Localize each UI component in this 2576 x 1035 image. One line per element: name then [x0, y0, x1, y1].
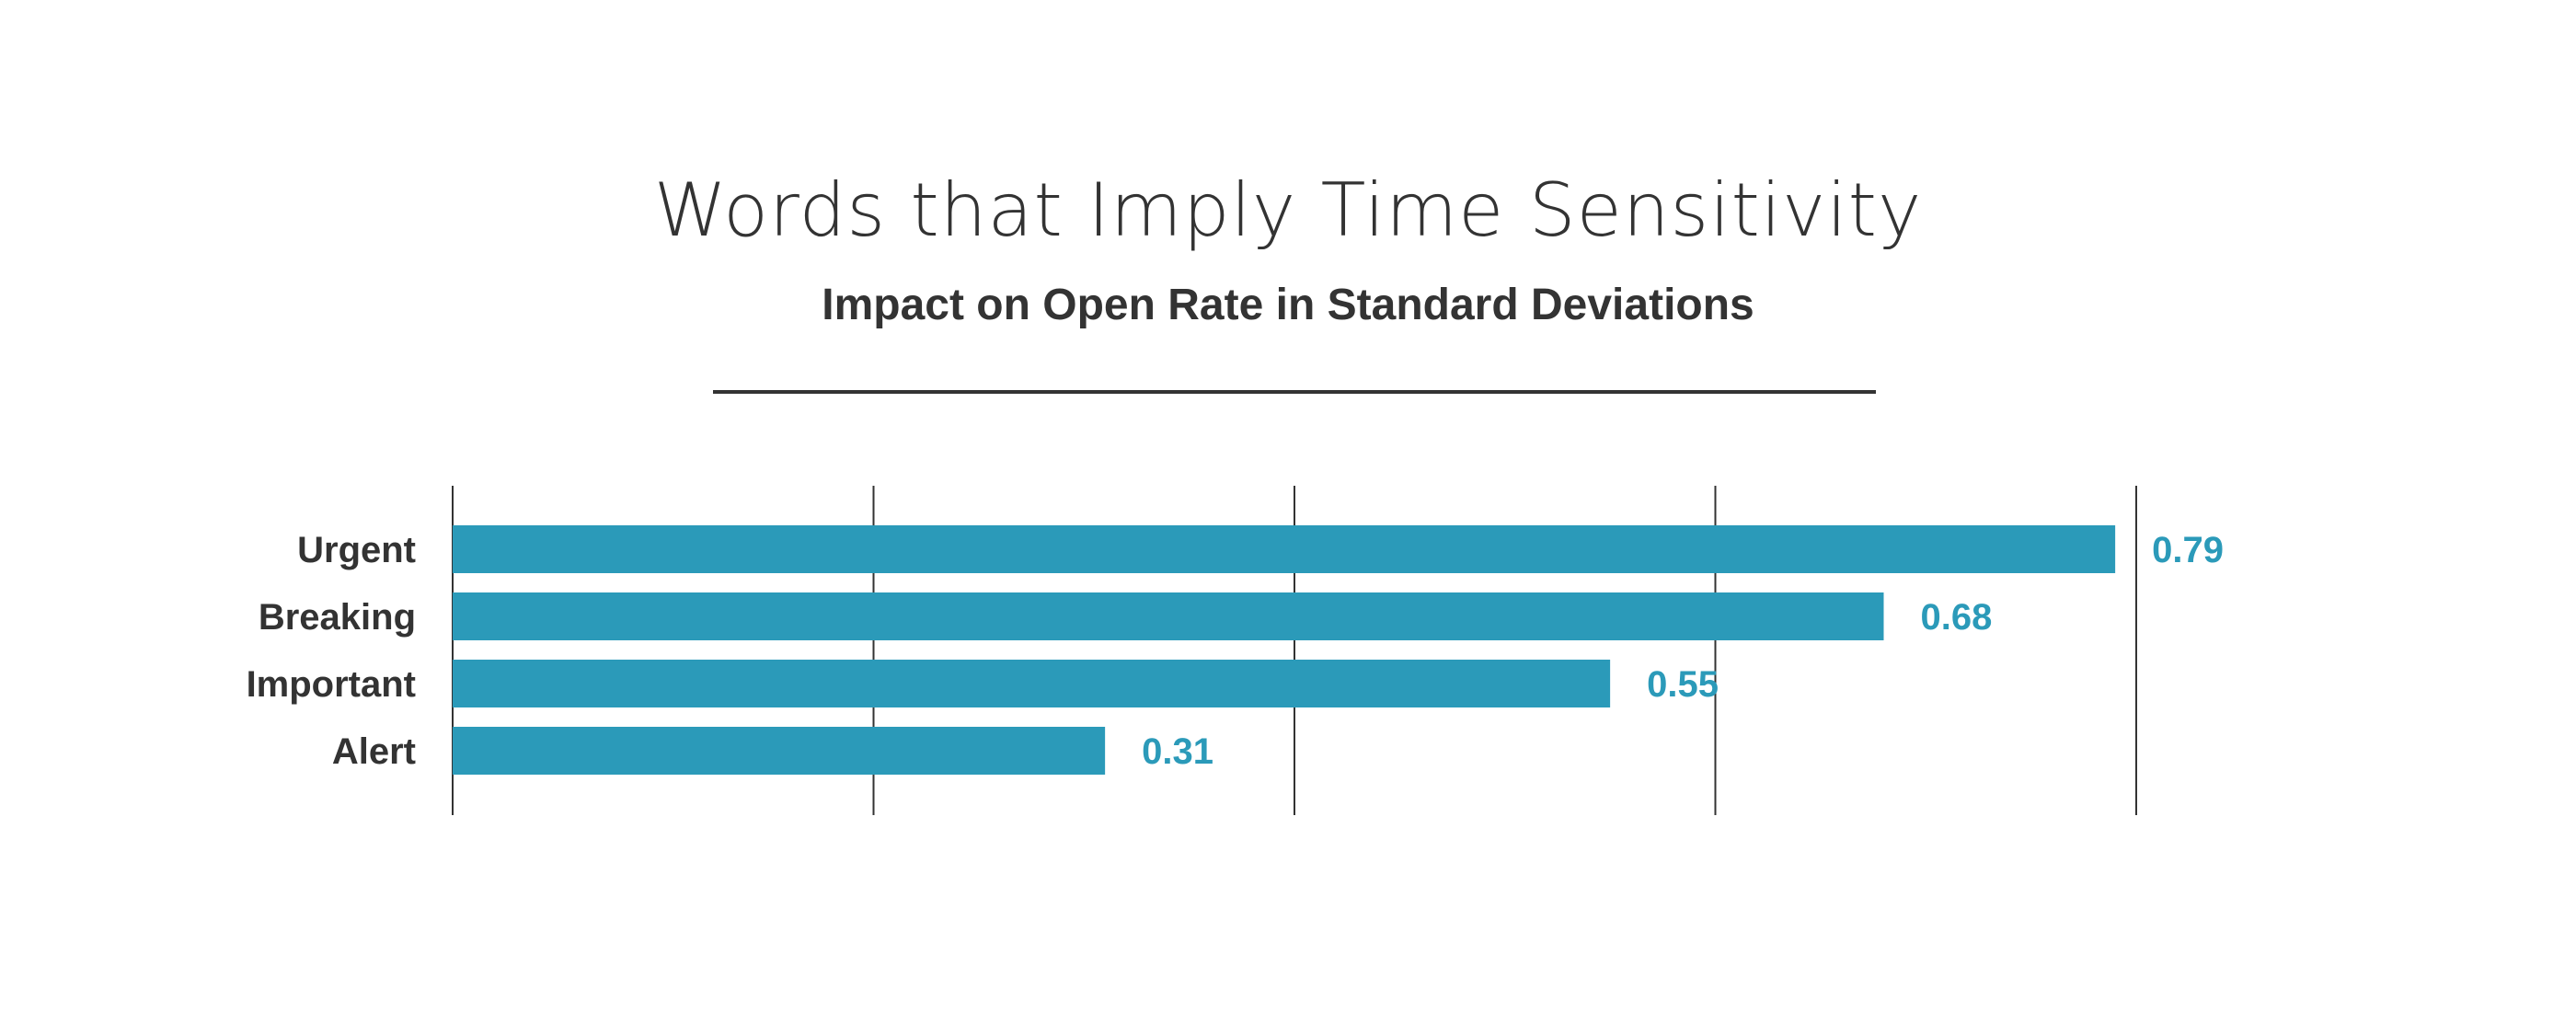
chart-title: Words that Imply Time Sensitivity — [653, 167, 1923, 253]
bar-alert — [453, 727, 1106, 775]
labels: Urgent 0.79 Breaking 0.68 Important 0.55 Alert… — [247, 530, 2224, 772]
bar-urgent — [453, 525, 2116, 573]
value-label-important: 0.55 — [1647, 664, 1719, 705]
category-label-alert: Alert — [332, 731, 416, 772]
category-label-important: Important — [247, 664, 416, 705]
category-label-urgent: Urgent — [297, 530, 416, 570]
chart-subtitle: Impact on Open Rate in Standard Deviatio… — [822, 281, 1754, 329]
bars — [453, 525, 2116, 775]
bar-breaking — [453, 592, 1884, 640]
value-label-alert: 0.31 — [1142, 731, 1213, 772]
value-label-urgent: 0.79 — [2152, 530, 2224, 570]
category-label-breaking: Breaking — [259, 597, 416, 638]
value-label-breaking: 0.68 — [1921, 597, 1993, 638]
bar-important — [453, 660, 1611, 707]
title-divider — [713, 390, 1876, 394]
